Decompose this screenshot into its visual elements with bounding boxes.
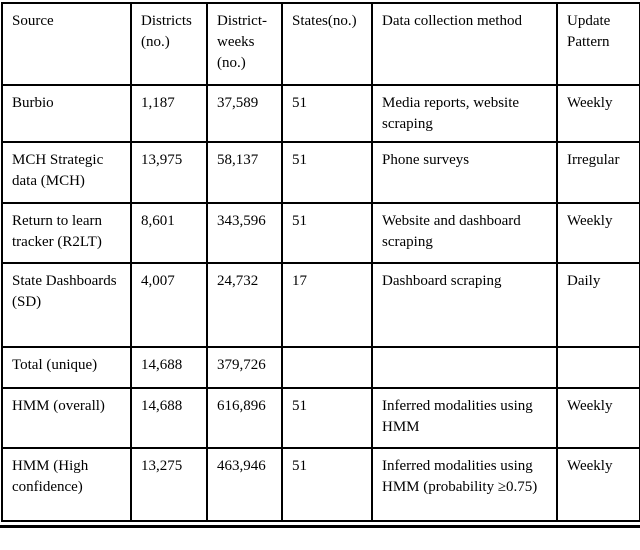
cell-districts: 14,688 (130, 346, 208, 389)
data-sources-table: Source Districts (no.) District-weeks (n… (1, 2, 640, 522)
cell-district-weeks: 379,726 (206, 346, 283, 389)
cell-method (371, 346, 558, 389)
cell-method: Dashboard scraping (371, 262, 558, 348)
cell-update (556, 346, 640, 389)
cell-update: Daily (556, 262, 640, 348)
cell-districts: 8,601 (130, 202, 208, 264)
cell-states: 17 (281, 262, 373, 348)
cell-district-weeks: 37,589 (206, 84, 283, 143)
table-row-hmm-high-confidence: HMM (High confidence) 13,275 463,946 51 … (1, 447, 640, 522)
table-row-burbio: Burbio 1,187 37,589 51 Media reports, we… (1, 84, 640, 143)
table-row-state-dashboards: State Dashboards (SD) 4,007 24,732 17 Da… (1, 262, 640, 348)
cell-districts: 1,187 (130, 84, 208, 143)
cell-districts: 13,975 (130, 141, 208, 204)
col-header-source: Source (1, 2, 132, 86)
cell-source: HMM (overall) (1, 387, 132, 449)
cell-states: 51 (281, 387, 373, 449)
table-row-mch: MCH Strategic data (MCH) 13,975 58,137 5… (1, 141, 640, 204)
cell-source: Return to learn tracker (R2LT) (1, 202, 132, 264)
cell-method: Media reports, website scraping (371, 84, 558, 143)
cell-states: 51 (281, 202, 373, 264)
table-bottom-rule (0, 525, 640, 528)
col-header-district-weeks: District-weeks (no.) (206, 2, 283, 86)
cell-states: 51 (281, 84, 373, 143)
cell-method: Inferred modalities using HMM (371, 387, 558, 449)
cell-update: Irregular (556, 141, 640, 204)
cell-update: Weekly (556, 447, 640, 522)
col-header-states: States(no.) (281, 2, 373, 86)
cell-district-weeks: 58,137 (206, 141, 283, 204)
cell-districts: 14,688 (130, 387, 208, 449)
cell-source: MCH Strategic data (MCH) (1, 141, 132, 204)
cell-source: Burbio (1, 84, 132, 143)
col-header-districts: Districts (no.) (130, 2, 208, 86)
cell-update: Weekly (556, 387, 640, 449)
cell-source: State Dashboards (SD) (1, 262, 132, 348)
cell-states: 51 (281, 447, 373, 522)
cell-method: Inferred modalities using HMM (probabili… (371, 447, 558, 522)
cell-states: 51 (281, 141, 373, 204)
table-row-r2lt: Return to learn tracker (R2LT) 8,601 343… (1, 202, 640, 264)
cell-districts: 13,275 (130, 447, 208, 522)
cell-district-weeks: 616,896 (206, 387, 283, 449)
cell-district-weeks: 24,732 (206, 262, 283, 348)
cell-update: Weekly (556, 84, 640, 143)
cell-districts: 4,007 (130, 262, 208, 348)
cell-source: Total (unique) (1, 346, 132, 389)
col-header-update-pattern: Update Pattern (556, 2, 640, 86)
cell-district-weeks: 463,946 (206, 447, 283, 522)
table-header-row: Source Districts (no.) District-weeks (n… (1, 2, 640, 86)
cell-district-weeks: 343,596 (206, 202, 283, 264)
table-row-total-unique: Total (unique) 14,688 379,726 (1, 346, 640, 389)
cell-source: HMM (High confidence) (1, 447, 132, 522)
cell-method: Phone surveys (371, 141, 558, 204)
cell-method: Website and dashboard scraping (371, 202, 558, 264)
cell-update: Weekly (556, 202, 640, 264)
cell-states (281, 346, 373, 389)
col-header-data-collection-method: Data collection method (371, 2, 558, 86)
table-row-hmm-overall: HMM (overall) 14,688 616,896 51 Inferred… (1, 387, 640, 449)
